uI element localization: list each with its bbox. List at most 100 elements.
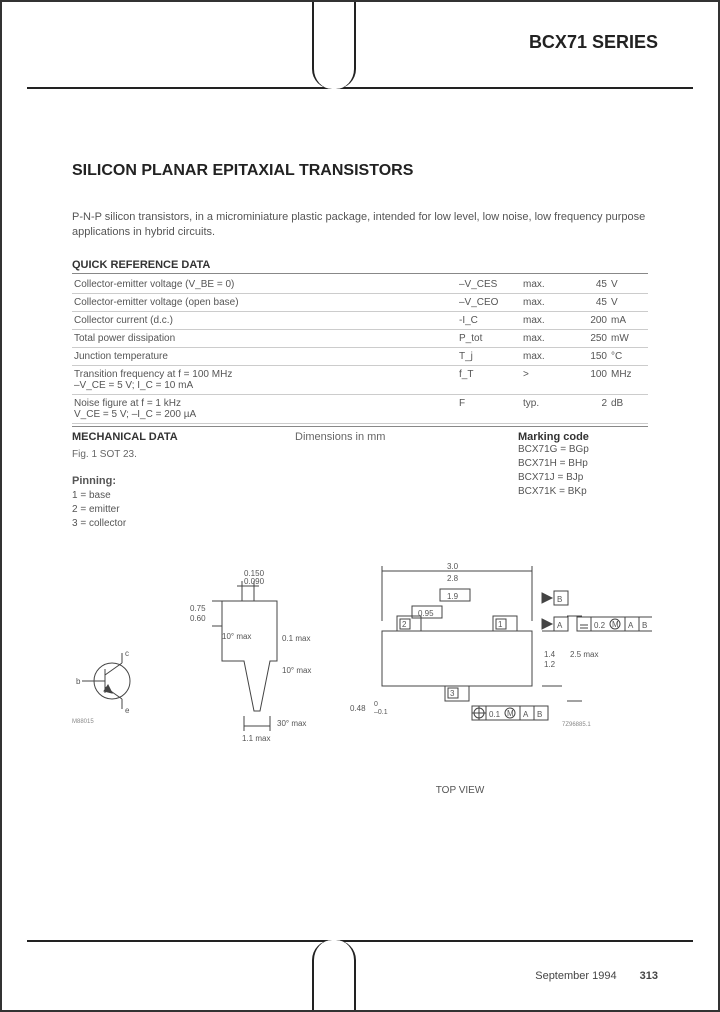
svg-text:3.0: 3.0 (447, 562, 459, 571)
symbol-cell: F (457, 394, 521, 423)
param-cell: Collector-emitter voltage (open base) (72, 293, 457, 311)
mechanical-row: MECHANICAL DATA Dimensions in mm Marking… (72, 426, 648, 443)
svg-text:A: A (523, 710, 529, 719)
svg-text:M: M (612, 620, 619, 629)
marking-heading: Marking code (518, 431, 648, 443)
svg-text:1: 1 (498, 620, 503, 629)
svg-text:–0.1: –0.1 (374, 709, 388, 716)
param-cell: Total power dissipation (72, 329, 457, 347)
svg-text:2.5 max: 2.5 max (570, 650, 598, 659)
header: BCX71 SERIES (2, 2, 718, 92)
svg-text:0.090: 0.090 (244, 577, 265, 586)
pin-line: 2 = emitter (72, 503, 518, 517)
symbol-cell: f_T (457, 365, 521, 394)
page-title: SILICON PLANAR EPITAXIAL TRANSISTORS (72, 162, 648, 180)
svg-text:b: b (76, 677, 81, 686)
content: SILICON PLANAR EPITAXIAL TRANSISTORS P-N… (2, 92, 718, 806)
svg-text:A: A (628, 621, 634, 630)
bottom-notch (312, 940, 356, 1010)
svg-text:0.1 max: 0.1 max (282, 634, 310, 643)
table-row: Transition frequency at f = 100 MHz –V_C… (72, 365, 648, 394)
svg-text:M: M (507, 709, 514, 718)
svg-text:7Z96885.1: 7Z96885.1 (562, 722, 591, 728)
table-row: Junction temperatureT_jmax.150°C (72, 347, 648, 365)
svg-text:2: 2 (402, 620, 407, 629)
pinning-block: Pinning: 1 = base 2 = emitter 3 = collec… (72, 474, 518, 531)
svg-text:c: c (125, 649, 129, 658)
top-rule (27, 87, 693, 89)
top-view-icon: 3.0 2.8 1.9 0.95 2 1 3 (350, 562, 652, 728)
svg-text:e: e (125, 706, 130, 715)
mechanical-diagram: b c e M88015 0.150 0.090 0.75 0.60 (72, 541, 648, 781)
unit-cell: mW (609, 329, 648, 347)
svg-text:3: 3 (450, 689, 455, 698)
param-cell: Junction temperature (72, 347, 457, 365)
param-cell: Collector-emitter voltage (V_BE = 0) (72, 276, 457, 294)
bottom-rule (27, 940, 693, 942)
cond-cell: typ. (521, 394, 565, 423)
quickref-heading: QUICK REFERENCE DATA (72, 259, 648, 274)
svg-text:M88015: M88015 (72, 719, 94, 725)
svg-text:1.2: 1.2 (544, 660, 556, 669)
svg-text:0.48: 0.48 (350, 704, 366, 713)
value-cell: 200 (565, 311, 609, 329)
pinning-title: Pinning: (72, 474, 518, 489)
symbol-cell: –V_CEO (457, 293, 521, 311)
table-row: Noise figure at f = 1 kHz V_CE = 5 V; –I… (72, 394, 648, 423)
svg-text:0: 0 (374, 701, 378, 708)
param-cell: Collector current (d.c.) (72, 311, 457, 329)
marking-line: BCX71J = BJp (518, 471, 648, 485)
symbol-cell: P_tot (457, 329, 521, 347)
series-title: BCX71 SERIES (529, 32, 658, 53)
top-notch (312, 2, 356, 89)
symbol-cell: -I_C (457, 311, 521, 329)
intro-text: P-N-P silicon transistors, in a micromin… (72, 210, 648, 241)
diagram-svg: b c e M88015 0.150 0.090 0.75 0.60 (72, 541, 652, 781)
value-cell: 250 (565, 329, 609, 347)
table-row: Collector-emitter voltage (V_BE = 0)–V_C… (72, 276, 648, 294)
quickref-table: Collector-emitter voltage (V_BE = 0)–V_C… (72, 276, 648, 424)
unit-cell: dB (609, 394, 648, 423)
symbol-cell: –V_CES (457, 276, 521, 294)
dimensions-label: Dimensions in mm (295, 431, 518, 443)
unit-cell: mA (609, 311, 648, 329)
value-cell: 150 (565, 347, 609, 365)
svg-text:10° max: 10° max (222, 632, 251, 641)
unit-cell: MHz (609, 365, 648, 394)
param-cell: Transition frequency at f = 100 MHz –V_C… (72, 365, 457, 394)
side-view-icon: 0.150 0.090 0.75 0.60 0.1 max 10° max 10… (190, 569, 311, 743)
unit-cell: V (609, 293, 648, 311)
svg-text:B: B (557, 595, 562, 604)
svg-text:1.9: 1.9 (447, 592, 459, 601)
top-view-label: TOP VIEW (72, 785, 648, 796)
value-cell: 45 (565, 293, 609, 311)
footer-page: 313 (640, 970, 658, 982)
pin-line: 1 = base (72, 489, 518, 503)
figure-label: Fig. 1 SOT 23. (72, 449, 518, 460)
cond-cell: max. (521, 293, 565, 311)
cond-cell: max. (521, 347, 565, 365)
svg-text:2.8: 2.8 (447, 574, 459, 583)
table-row: Collector current (d.c.)-I_Cmax.200mA (72, 311, 648, 329)
mechanical-heading: MECHANICAL DATA (72, 431, 295, 443)
footer-date: September 1994 (535, 970, 616, 982)
symbol-cell: T_j (457, 347, 521, 365)
svg-text:B: B (537, 710, 542, 719)
marking-line: BCX71G = BGp (518, 443, 648, 457)
cond-cell: > (521, 365, 565, 394)
svg-text:0.1: 0.1 (489, 710, 501, 719)
svg-text:30° max: 30° max (277, 719, 306, 728)
svg-text:10° max: 10° max (282, 666, 311, 675)
table-row: Collector-emitter voltage (open base)–V_… (72, 293, 648, 311)
cond-cell: max. (521, 276, 565, 294)
footer: September 1994 313 (2, 940, 718, 1010)
svg-text:0.75: 0.75 (190, 604, 206, 613)
marking-line: BCX71K = BKp (518, 485, 648, 499)
marking-line: BCX71H = BHp (518, 457, 648, 471)
svg-text:0.95: 0.95 (418, 609, 434, 618)
param-cell: Noise figure at f = 1 kHz V_CE = 5 V; –I… (72, 394, 457, 423)
svg-text:0.60: 0.60 (190, 614, 206, 623)
svg-text:0.2: 0.2 (594, 621, 606, 630)
svg-text:A: A (557, 621, 563, 630)
svg-text:B: B (642, 621, 647, 630)
